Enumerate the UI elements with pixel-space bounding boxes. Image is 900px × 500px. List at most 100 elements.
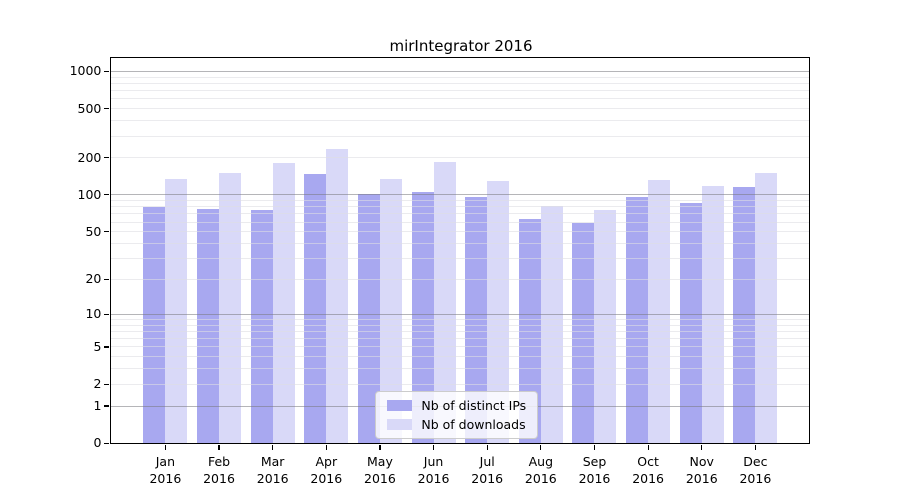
x-tick-label-dec: Dec 2016: [725, 453, 785, 487]
bar-nov-downloads: [701, 185, 724, 444]
month-label: Jul: [479, 454, 495, 470]
y-tick-mark: [104, 383, 110, 385]
y-tick-label: 200: [77, 149, 102, 165]
x-tick-mark: [647, 445, 649, 451]
bar-jun-downloads: [433, 162, 456, 444]
y-tick-mark: [104, 405, 110, 407]
y-tick-label: 10: [85, 306, 102, 322]
month-label: Mar: [260, 454, 285, 470]
bar-feb-distinct-ips: [197, 208, 220, 444]
bar-may-distinct-ips: [357, 194, 380, 444]
legend-entry-downloads: Nb of downloads: [387, 418, 526, 431]
y-tick-label: 2: [93, 376, 102, 392]
bar-dec-downloads: [755, 172, 778, 444]
x-tick-label-jul: Jul 2016: [457, 453, 517, 487]
x-tick-label-mar: Mar 2016: [243, 453, 303, 487]
bar-jan-distinct-ips: [143, 206, 166, 444]
legend-entry-distinct-ips: Nb of distinct IPs: [387, 399, 526, 412]
y-tick-mark: [104, 194, 110, 196]
x-tick-mark: [754, 445, 756, 451]
chart-title: mirIntegrator 2016: [389, 37, 533, 55]
x-tick-label-oct: Oct 2016: [618, 453, 678, 487]
year-label: 2016: [578, 471, 611, 487]
x-tick-label-apr: Apr 2016: [296, 453, 356, 487]
x-tick-mark: [540, 445, 542, 451]
bar-feb-downloads: [219, 173, 242, 444]
year-label: 2016: [364, 471, 396, 487]
year-label: 2016: [471, 471, 504, 487]
month-label: Jun: [423, 454, 444, 470]
bar-may-downloads: [379, 178, 402, 444]
x-tick-label-feb: Feb 2016: [189, 453, 249, 487]
bar-apr-downloads: [326, 148, 349, 444]
x-tick-label-jan: Jan 2016: [135, 453, 195, 487]
month-label: Sep: [582, 454, 607, 470]
gridline-minor: [111, 157, 810, 159]
y-tick-mark: [104, 278, 110, 281]
y-tick-label: 1: [93, 398, 102, 414]
year-label: 2016: [149, 471, 182, 487]
plot-area: Nb of distinct IPs Nb of downloads 0 1 2 5 1…: [70, 57, 811, 486]
y-tick-mark: [104, 231, 110, 233]
y-tick-mark: [104, 157, 110, 159]
y-tick-mark: [104, 442, 110, 444]
x-tick-mark: [486, 445, 488, 451]
month-label: Apr: [315, 454, 338, 470]
bar-sep-downloads: [594, 210, 617, 444]
month-label: Oct: [637, 454, 659, 470]
bar-mar-distinct-ips: [250, 210, 273, 444]
gridline-minor: [111, 82, 810, 84]
bar-oct-downloads: [648, 179, 671, 444]
y-tick-label: 500: [77, 100, 102, 116]
x-tick-mark: [701, 445, 703, 451]
x-tick-mark: [272, 445, 274, 451]
y-tick-mark: [104, 346, 110, 348]
year-label: 2016: [203, 471, 235, 487]
bar-jun-distinct-ips: [411, 191, 434, 444]
x-tick-mark: [593, 445, 596, 451]
y-tick-label: 100: [77, 186, 102, 202]
x-tick-label-sep: Sep 2016: [564, 453, 624, 487]
month-label: May: [367, 454, 393, 470]
x-tick-mark: [379, 445, 381, 451]
bar-apr-distinct-ips: [304, 173, 327, 444]
y-tick-label: 1000: [69, 63, 102, 79]
y-tick-mark: [104, 70, 110, 72]
gridline-minor: [111, 135, 810, 137]
year-label: 2016: [256, 471, 289, 487]
x-tick-label-aug: Aug 2016: [511, 453, 571, 487]
month-label: Feb: [207, 454, 231, 470]
bar-jul-downloads: [487, 180, 510, 444]
x-tick-label-nov: Nov 2016: [672, 453, 732, 487]
bar-oct-distinct-ips: [626, 197, 649, 444]
month-label: Jan: [155, 454, 176, 470]
x-tick-mark: [432, 445, 435, 451]
y-tick-label: 50: [85, 223, 102, 239]
bar-mar-downloads: [272, 163, 295, 444]
y-tick-label: 0: [93, 435, 102, 451]
gridline-major: [111, 70, 810, 72]
x-tick-label-jun: Jun 2016: [404, 453, 464, 487]
year-label: 2016: [417, 471, 450, 487]
legend-label-distinct-ips: Nb of distinct IPs: [421, 398, 527, 414]
legend: Nb of distinct IPs Nb of downloads: [375, 391, 539, 440]
year-label: 2016: [524, 471, 557, 487]
gridline-minor: [111, 98, 810, 100]
bar-sep-distinct-ips: [572, 222, 595, 444]
gridline-minor: [111, 108, 810, 110]
bar-dec-distinct-ips: [733, 186, 756, 444]
gridline-minor: [111, 120, 810, 122]
bar-aug-downloads: [540, 206, 563, 444]
y-tick-mark: [104, 313, 110, 315]
year-label: 2016: [739, 471, 772, 487]
x-tick-label-may: May 2016: [350, 453, 410, 487]
y-tick-label: 20: [85, 271, 102, 287]
year-label: 2016: [685, 471, 718, 487]
y-tick-mark: [104, 108, 110, 110]
gridline-minor: [111, 90, 810, 92]
x-tick-mark: [218, 445, 220, 451]
month-label: Dec: [743, 454, 768, 470]
gridline-minor: [111, 76, 810, 78]
year-label: 2016: [310, 471, 343, 487]
